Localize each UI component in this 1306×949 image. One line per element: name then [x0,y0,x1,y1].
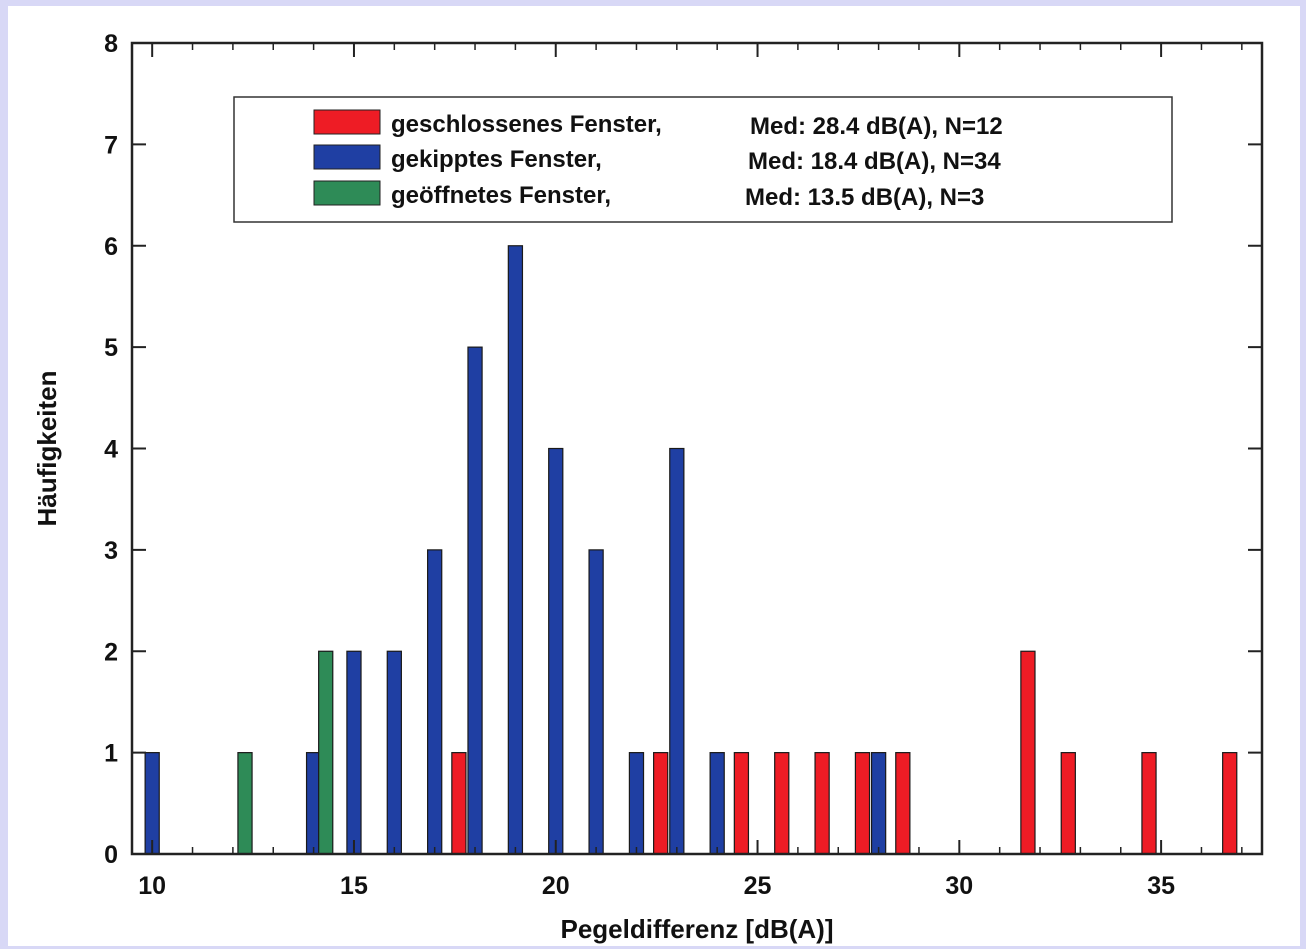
bar-series0-x24_6 [733,752,750,855]
bar-series1-x15 [346,650,362,855]
bar-series1-x22 [628,752,645,855]
bar-series2-x12_3 [237,752,253,855]
y-tick-label: 4 [104,436,118,464]
bar-series1-x18 [467,346,483,855]
x-tick-label: 15 [340,872,368,900]
x-tick-label: 30 [945,872,973,900]
x-tick-label: 25 [744,872,772,900]
legend-swatch-geschlossenes [313,109,381,135]
bar-series0-x26_6 [814,752,830,855]
bar-series1-x21 [588,549,604,855]
bar-series0-x31_7 [1020,650,1036,855]
x-axis-title: Pegeldifferenz [dB(A)] [561,914,834,944]
legend-swatch-geoeffnetes [313,180,381,206]
x-tick-label: 35 [1147,872,1175,900]
legend-median-geoeffnetes: Med: 13.5 dB(A), N=3 [745,184,984,211]
chart-frame: 10 15 20 25 30 35 0 1 2 3 4 5 6 7 8 geschlossenes Fens… [8,6,1300,946]
y-tick-label: 5 [104,334,118,362]
legend: geschlossenes Fenster, Med: 28.4 dB(A), … [233,96,1173,223]
y-tick-label: 8 [104,30,118,58]
legend-median-gekipptes: Med: 18.4 dB(A), N=34 [748,148,1001,175]
bar-series0-x32_7 [1060,752,1076,855]
bar-series0-x25_6 [774,752,790,855]
bar-series0-x34_7 [1141,752,1157,855]
y-tick-label: 1 [104,740,118,768]
bar-series1-x17 [427,549,443,855]
bar-series1-x19 [507,245,524,855]
bar-series1-x24 [709,752,725,855]
bar-series0-x36_7 [1222,752,1238,855]
legend-label-geschlossenes: geschlossenes Fenster, [391,111,662,138]
y-tick-label: 3 [104,537,118,565]
x-tick-label: 20 [542,872,570,900]
legend-median-geschlossenes: Med: 28.4 dB(A), N=12 [750,113,1003,140]
bar-series2-x14_3 [318,650,334,855]
x-tick-label: 10 [138,872,166,900]
legend-box [233,96,1173,223]
bar-series0-x27_6 [854,752,871,855]
legend-swatch-gekipptes [313,144,381,170]
bars-layer [144,245,1238,855]
y-tick-label: 2 [104,638,118,666]
legend-label-geoeffnetes: geöffnetes Fenster, [391,182,611,209]
legend-label-gekipptes: gekipptes Fenster, [391,146,602,173]
bar-series0-x22_6 [653,752,669,855]
bar-series0-x17_6 [451,752,467,855]
bar-series1-x23 [669,447,685,855]
y-tick-label: 6 [104,233,118,261]
ticks-layer: 10 15 20 25 30 35 0 1 2 3 4 5 6 7 8 [104,30,1262,900]
bar-series0-x28_6 [895,752,911,855]
bar-series1-x20 [548,447,564,855]
y-tick-label: 7 [104,131,118,159]
y-tick-label: 0 [104,841,118,869]
bar-series1-x16 [386,650,402,855]
y-axis-title: Häufigkeiten [32,370,62,526]
bar-series1-x10 [144,752,160,855]
histogram-chart: 10 15 20 25 30 35 0 1 2 3 4 5 6 7 8 geschlossenes Fens… [32,30,1264,944]
bar-series1-x28 [870,752,887,855]
